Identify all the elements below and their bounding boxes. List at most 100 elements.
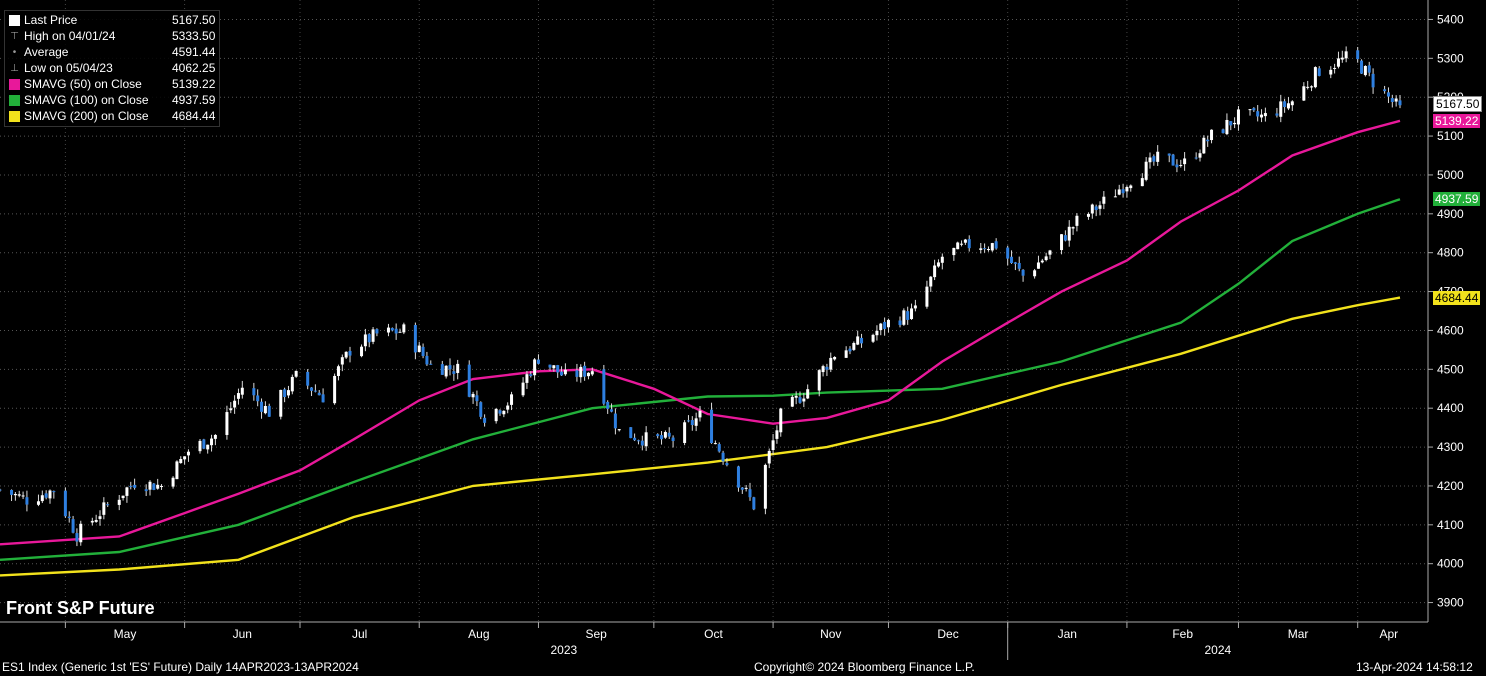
candle-down — [448, 365, 452, 370]
candle-up — [40, 495, 44, 502]
x-tick-label: Feb — [1172, 627, 1193, 641]
y-tick-label: 5100 — [1437, 129, 1464, 143]
candle-down — [1360, 60, 1364, 74]
candle-down — [560, 371, 564, 376]
candle-down — [317, 392, 321, 396]
legend-item: ⊥ Low on 05/04/23 4062.25 — [9, 60, 215, 76]
candle-up — [960, 243, 964, 245]
candle-down — [283, 389, 287, 397]
candle-down — [67, 516, 71, 519]
candle-up — [444, 365, 448, 377]
candle-down — [452, 371, 456, 374]
candle-down — [1121, 189, 1125, 194]
y-tick-label: 4600 — [1437, 323, 1464, 337]
candle-up — [794, 395, 798, 398]
candle-up — [236, 393, 240, 399]
candle-down — [313, 390, 317, 392]
candle-down — [725, 462, 729, 466]
legend-label: Low on 05/04/23 — [24, 61, 113, 75]
candle-down — [483, 417, 487, 423]
last-price-tag: 5167.50 — [1433, 95, 1483, 112]
candle-down — [906, 311, 910, 320]
sma200-line — [0, 296, 1401, 577]
legend-swatch — [9, 78, 20, 90]
candle-up — [644, 432, 648, 447]
legend-label: SMAVG (100) on Close — [24, 93, 149, 107]
candle-down — [475, 395, 479, 402]
candle-up — [213, 434, 217, 439]
legend-label: High on 04/01/24 — [24, 29, 116, 43]
high-icon: ⊤ — [10, 30, 19, 42]
candle-down — [1256, 111, 1260, 117]
average-icon: • — [12, 46, 17, 58]
x-tick-label: Nov — [820, 627, 841, 641]
candle-down — [44, 493, 48, 498]
candle-up — [563, 369, 567, 375]
candle-up — [1071, 227, 1075, 229]
candle-up — [817, 370, 821, 391]
candle-up — [683, 422, 687, 443]
candle-down — [556, 365, 560, 373]
candle-up — [875, 330, 879, 336]
candle-up — [1048, 250, 1052, 255]
candle-down — [0, 489, 2, 491]
candle-up — [1363, 65, 1367, 76]
candle-up — [663, 432, 667, 438]
candle-down — [583, 365, 587, 377]
candle-down — [260, 401, 264, 412]
candle-down — [1152, 156, 1156, 162]
y-tick-label: 5000 — [1437, 168, 1464, 182]
candle-up — [36, 501, 40, 505]
candle-up — [929, 276, 933, 287]
y-tick-label: 4300 — [1437, 440, 1464, 454]
candle-up — [986, 249, 990, 251]
candle-up — [590, 371, 594, 375]
candle-up — [1286, 103, 1290, 109]
candle-down — [52, 491, 56, 493]
candle-down — [860, 337, 864, 344]
candle-up — [829, 357, 833, 370]
candle-down — [133, 484, 137, 488]
candle-down — [1013, 262, 1017, 264]
y-tick-label: 5300 — [1437, 51, 1464, 65]
candle-down — [575, 370, 579, 377]
year-label: 2023 — [550, 643, 577, 657]
candle-up — [1075, 215, 1079, 226]
candle-up — [360, 346, 364, 357]
candle-down — [1017, 262, 1021, 269]
candle-up — [913, 305, 917, 309]
candle-up — [340, 357, 344, 365]
candle-up — [1144, 161, 1148, 180]
candle-up — [1233, 122, 1237, 125]
candle-up — [871, 334, 875, 342]
candle-down — [1317, 68, 1321, 76]
candle-up — [148, 481, 152, 490]
candle-down — [321, 394, 325, 403]
candle-down — [1275, 113, 1279, 116]
candle-up — [1225, 119, 1229, 135]
candle-up — [879, 323, 883, 331]
candle-up — [902, 310, 906, 325]
candle-up — [1313, 67, 1317, 88]
x-tick-label: Dec — [937, 627, 958, 641]
candle-up — [1179, 165, 1183, 167]
candle-down — [498, 410, 502, 414]
candle-up — [698, 410, 702, 418]
candle-down — [721, 452, 725, 462]
candle-down — [310, 387, 314, 391]
candle-down — [1229, 121, 1233, 126]
candle-up — [1113, 196, 1117, 198]
legend-value: 4937.59 — [172, 93, 216, 107]
candle-up — [1310, 86, 1314, 88]
candle-up — [371, 329, 375, 342]
candle-down — [267, 405, 271, 417]
legend-item: ⊤ High on 04/01/24 5333.50 — [9, 28, 215, 44]
candle-down — [440, 364, 444, 375]
candle-down — [1010, 256, 1014, 264]
candle-up — [1260, 114, 1264, 118]
legend-value: 4684.44 — [172, 109, 216, 123]
chart-legend: Last Price 5167.50 ⊤ High on 04/01/24 5333.5… — [4, 10, 221, 127]
candle-down — [848, 348, 852, 352]
candle-up — [579, 366, 583, 378]
